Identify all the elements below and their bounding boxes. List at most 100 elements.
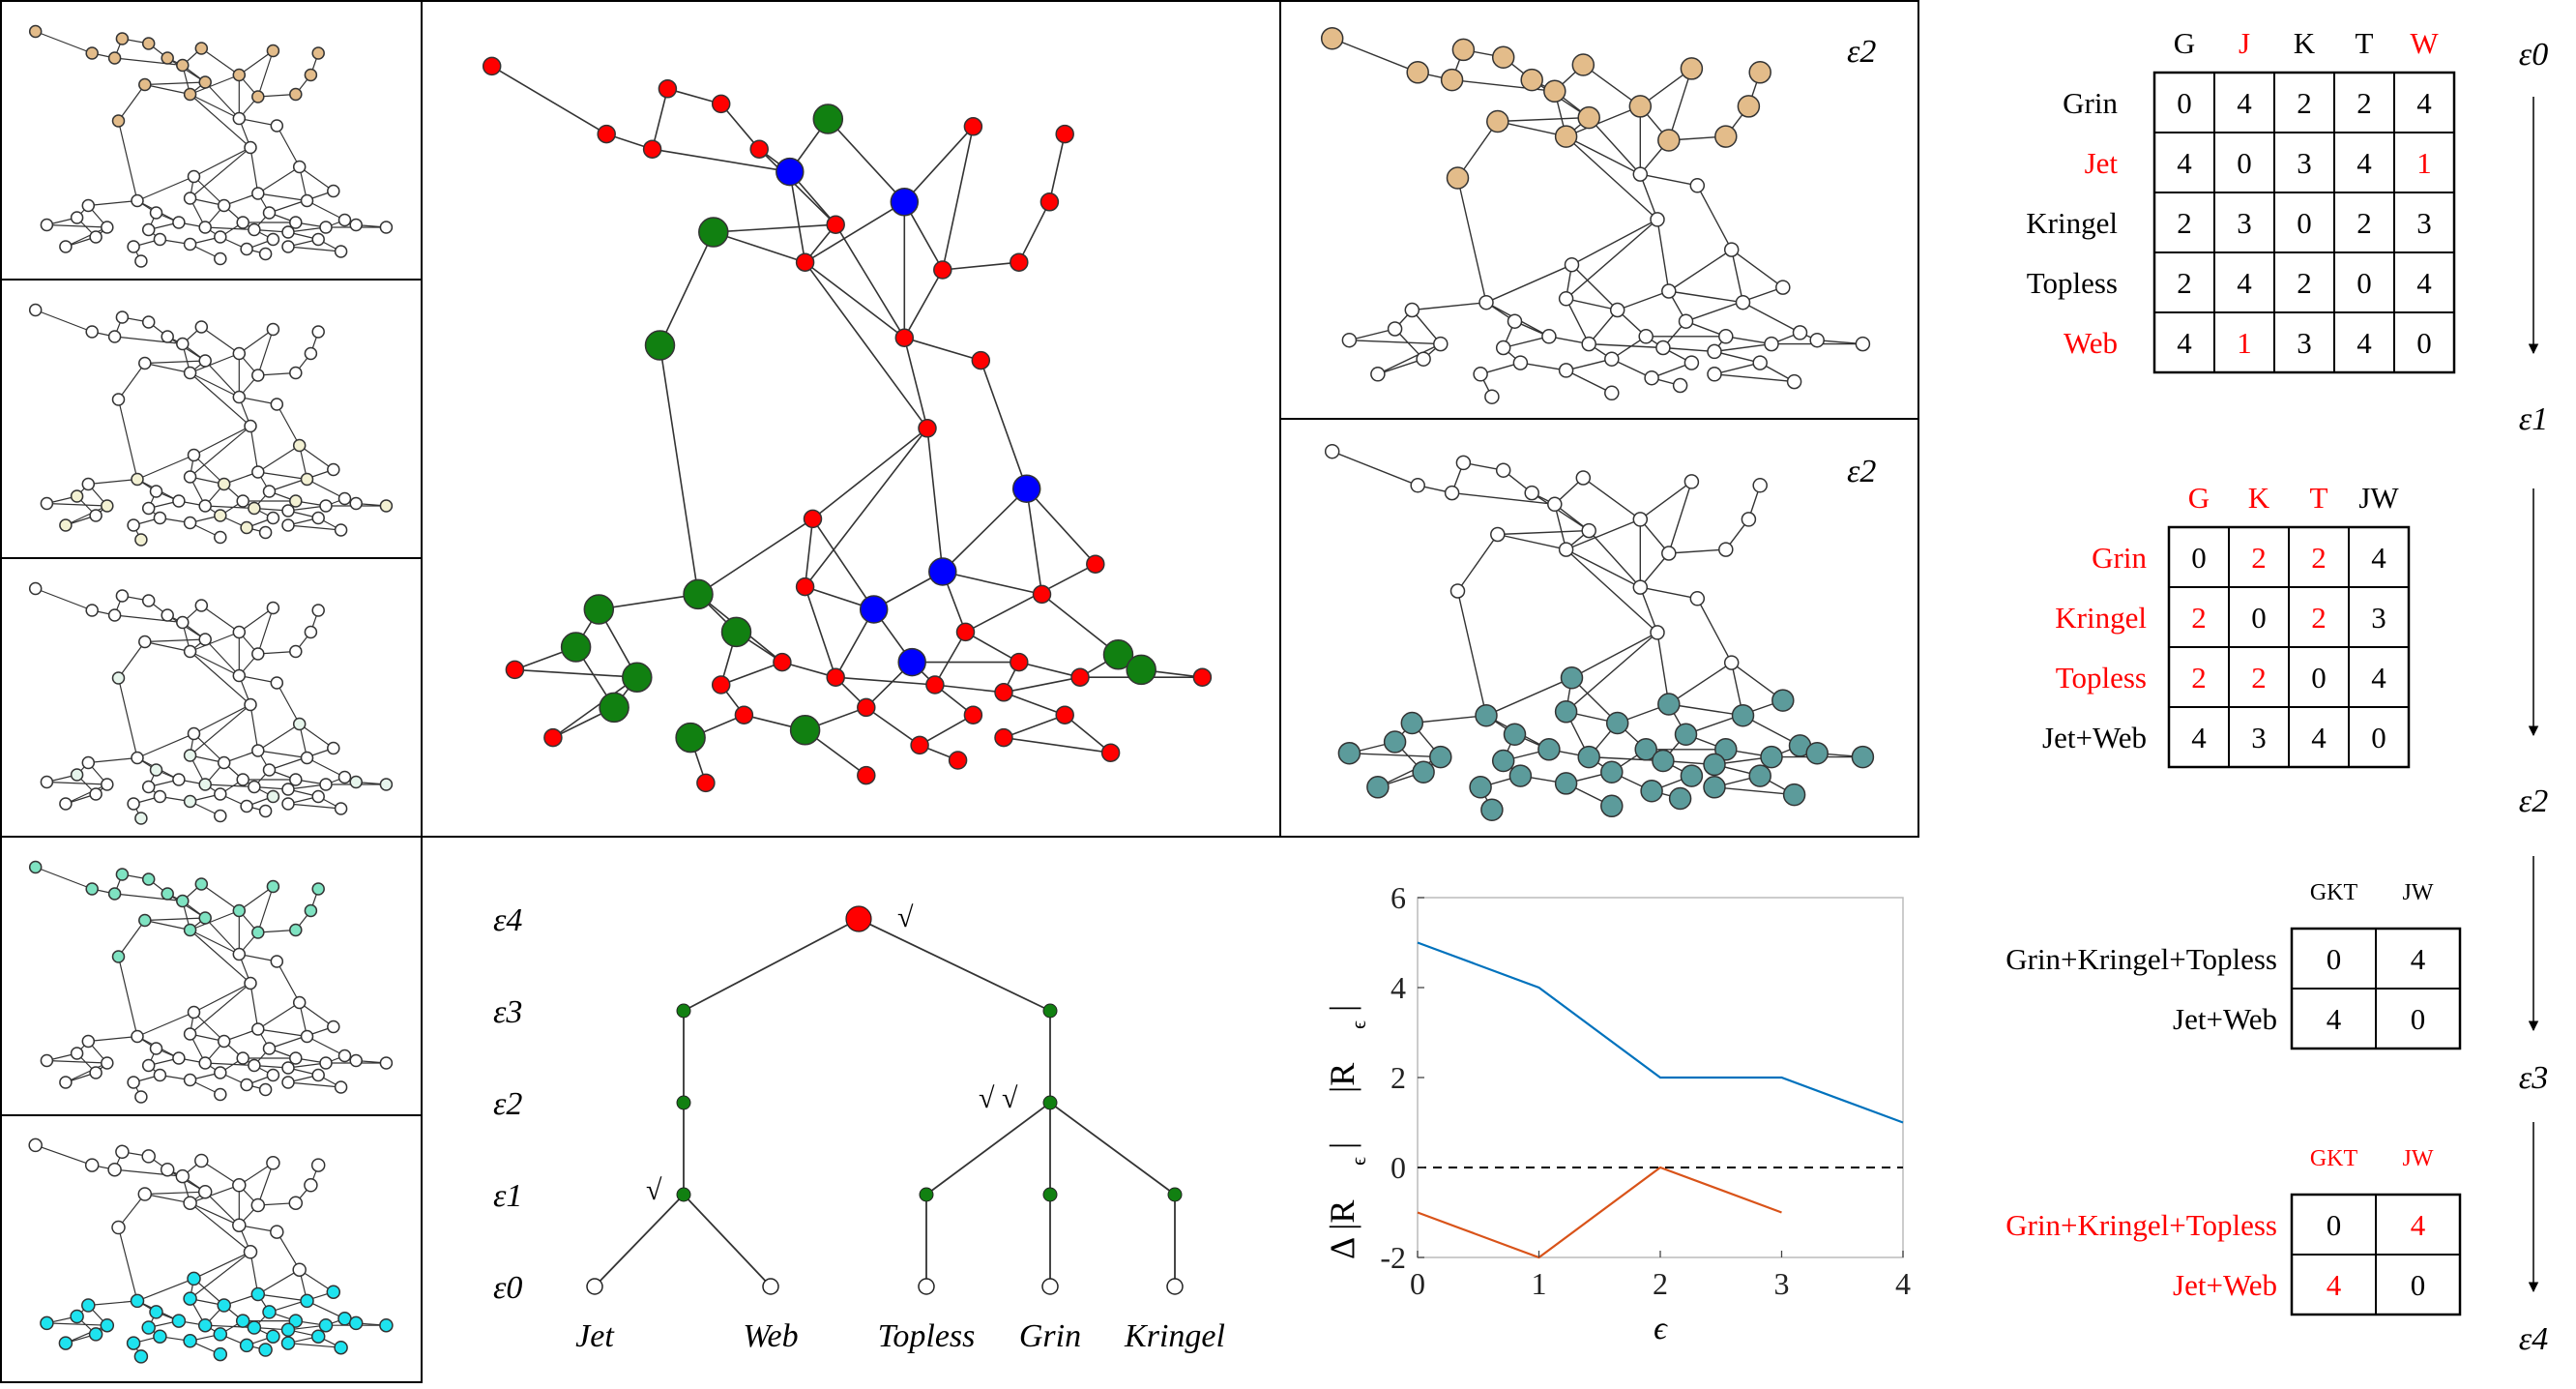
- network-edge: [193, 703, 251, 735]
- tree-branch: [925, 1102, 1051, 1196]
- network-node: [289, 494, 303, 508]
- network-node: [1473, 367, 1488, 382]
- network-node: [236, 1051, 249, 1065]
- network-edge: [1018, 661, 1081, 678]
- network-node: [894, 328, 915, 347]
- network-node: [1475, 703, 1498, 727]
- network-edge: [652, 148, 790, 173]
- network-node: [149, 1042, 163, 1055]
- network-edge: [193, 982, 251, 1014]
- matrix-cell: 2: [2356, 206, 2372, 240]
- network-edge: [190, 983, 251, 1035]
- network-edge: [117, 677, 138, 758]
- matrix-cell: 0: [2411, 1002, 2426, 1036]
- network-node: [85, 325, 99, 339]
- network-node: [176, 615, 190, 630]
- x-tick-label: 4: [1895, 1266, 1911, 1301]
- network-node: [857, 697, 876, 718]
- network-edge: [1696, 598, 1733, 664]
- network-edge: [204, 1191, 240, 1226]
- network-edge: [190, 929, 240, 956]
- network-node: [1491, 45, 1515, 69]
- x-tick-label: 1: [1532, 1266, 1547, 1301]
- network-node: [214, 787, 227, 801]
- network-node: [141, 501, 156, 516]
- network-node: [1495, 462, 1511, 478]
- network-edge: [1640, 586, 1698, 600]
- network-node: [153, 232, 167, 247]
- network-node: [1678, 313, 1694, 329]
- network-edge: [919, 714, 974, 747]
- y-tick-label: 4: [1390, 970, 1406, 1005]
- network-node: [198, 633, 212, 646]
- network-node: [107, 330, 122, 343]
- network-node: [232, 390, 247, 404]
- network-node: [131, 751, 144, 765]
- network-edge: [1742, 302, 1800, 334]
- network-edge: [1026, 488, 1097, 565]
- network-node: [171, 1314, 187, 1328]
- network-node: [1495, 340, 1511, 356]
- network-node: [1775, 280, 1791, 295]
- network-node: [826, 215, 845, 234]
- matrix-cell: 4: [2177, 146, 2192, 180]
- matrix-cell: 0: [2297, 206, 2312, 240]
- network-edge: [1485, 264, 1572, 304]
- network-edge: [190, 1202, 240, 1226]
- network-edge: [118, 641, 146, 679]
- network-node: [1410, 478, 1425, 493]
- network-node: [172, 1051, 186, 1065]
- network-edge: [804, 261, 928, 429]
- network-edge: [1662, 346, 1715, 353]
- tree-leaf-label: Web: [743, 1318, 798, 1354]
- network-node: [213, 1346, 228, 1362]
- network-node: [89, 230, 102, 244]
- network-node: [337, 1049, 352, 1063]
- network-node: [311, 511, 325, 525]
- network-edge: [307, 199, 345, 222]
- network-node: [1735, 294, 1751, 310]
- network-edge: [88, 478, 138, 486]
- network-node: [194, 877, 209, 891]
- matrix-cell: 0: [2327, 942, 2342, 976]
- network-edge: [1565, 298, 1590, 344]
- network-node: [379, 499, 394, 513]
- network-node: [812, 103, 844, 134]
- network-node: [81, 1298, 96, 1313]
- main-network-panel: [421, 0, 1281, 838]
- network-node: [28, 1138, 43, 1153]
- distance-matrices: G J K T W Grin 0 4 2 2 4 Jet 4 0 3 4 1 Kringel 2 3 0 2 3 Toples…: [2005, 26, 2462, 1316]
- network-edge: [903, 338, 928, 429]
- network-node: [236, 494, 249, 508]
- network-node: [141, 780, 156, 794]
- matrix-cell: 2: [2177, 266, 2192, 300]
- network-edge: [980, 360, 1028, 489]
- network-node: [141, 872, 156, 886]
- network-edge: [46, 1059, 107, 1064]
- network-node: [597, 124, 616, 144]
- network-node: [198, 499, 212, 513]
- network-edge: [1041, 593, 1119, 656]
- network-edge: [204, 81, 240, 119]
- network-node: [183, 1027, 197, 1041]
- network-node: [281, 225, 295, 239]
- network-node: [304, 68, 318, 82]
- network-edge: [1025, 488, 1043, 595]
- network-node: [141, 222, 156, 237]
- network-edge: [1566, 135, 1641, 175]
- network-edge: [257, 607, 274, 655]
- network-node: [59, 1076, 73, 1089]
- network-edge: [804, 586, 836, 678]
- network-node: [153, 1329, 167, 1344]
- network-node: [232, 1178, 247, 1193]
- network-node: [183, 470, 197, 484]
- matrix-cell: 4: [2416, 266, 2432, 300]
- network-node: [379, 221, 394, 234]
- network-edge: [1497, 120, 1566, 137]
- network-node: [300, 193, 314, 208]
- network-edge: [257, 1163, 274, 1206]
- network-node: [133, 1349, 149, 1364]
- tree-level-label: ε3: [493, 994, 522, 1030]
- network-edge: [287, 524, 341, 531]
- network-node: [326, 1285, 341, 1299]
